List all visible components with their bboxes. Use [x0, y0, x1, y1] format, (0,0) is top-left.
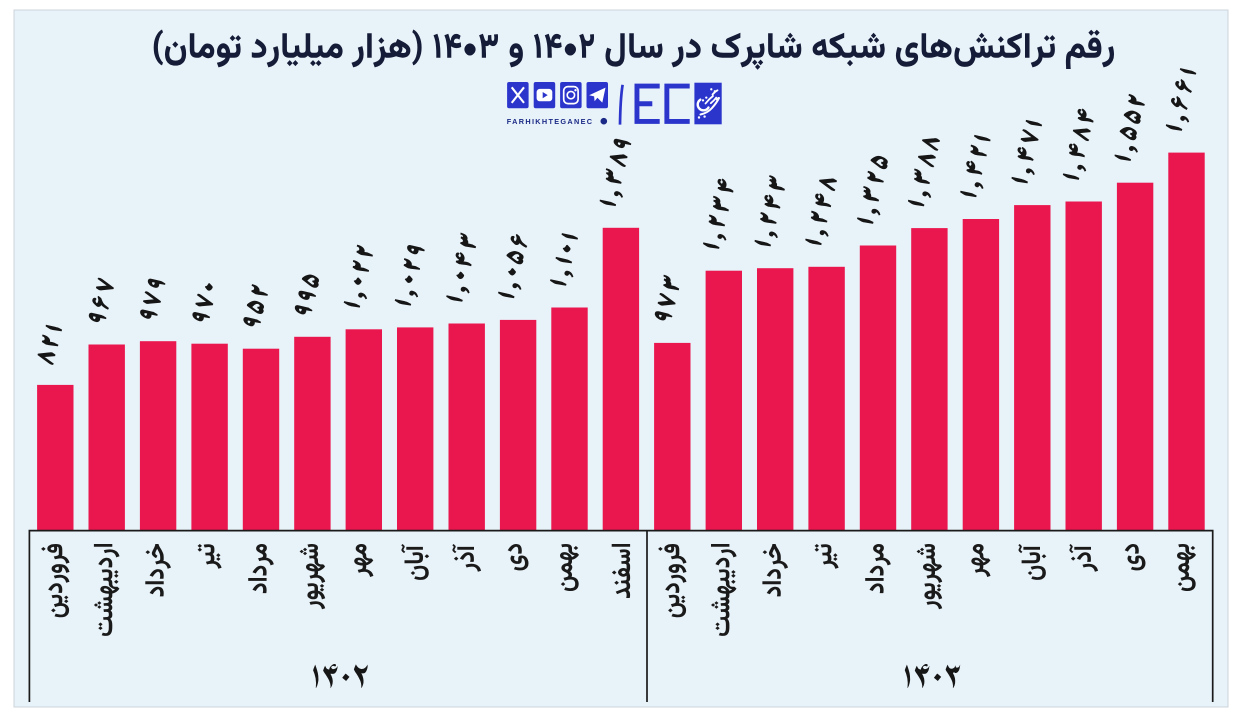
svg-text:FARHIKHTEGANEC: FARHIKHTEGANEC	[507, 117, 594, 126]
